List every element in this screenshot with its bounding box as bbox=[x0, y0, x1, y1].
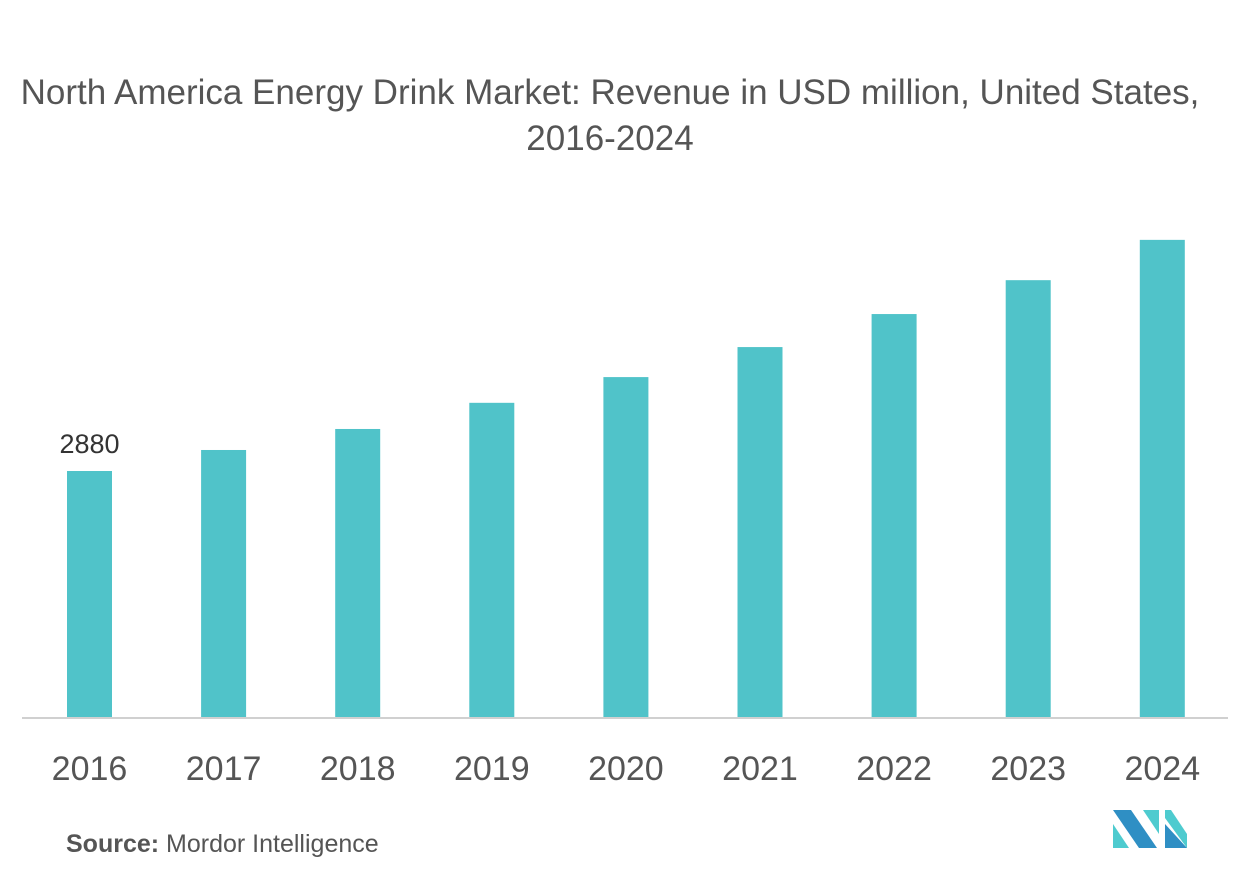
bar-2024 bbox=[1139, 239, 1185, 718]
chart-title: North America Energy Drink Market: Reven… bbox=[20, 73, 1200, 158]
source-note: Source: Mordor Intelligence bbox=[66, 830, 379, 859]
x-tick-label: 2017 bbox=[186, 750, 262, 788]
bar-2017 bbox=[201, 449, 247, 718]
bar-2016 bbox=[67, 471, 112, 718]
bar-chart: 2016 2880 2017 2018 2019 2020 2021 2022 2023 2024 bbox=[22, 239, 1228, 788]
x-tick-label: 2018 bbox=[320, 750, 396, 788]
x-tick-label: 2024 bbox=[1124, 750, 1200, 788]
x-tick-label: 2023 bbox=[990, 750, 1066, 788]
x-tick-label: 2021 bbox=[722, 750, 798, 788]
bar-2019 bbox=[469, 402, 515, 718]
bar-2018 bbox=[335, 428, 381, 718]
bar-2022 bbox=[871, 314, 917, 718]
x-tick-label: 2019 bbox=[454, 750, 530, 788]
mordor-intelligence-logo bbox=[1113, 810, 1187, 848]
bar-2021 bbox=[737, 347, 783, 718]
x-tick-label: 2016 bbox=[52, 750, 128, 788]
x-tick-label: 2022 bbox=[856, 750, 932, 788]
data-label: 2880 bbox=[59, 429, 119, 459]
source-label: Source: bbox=[66, 830, 160, 858]
x-tick-label: 2020 bbox=[588, 750, 664, 788]
bar-2020 bbox=[603, 377, 649, 718]
source-text: Mordor Intelligence bbox=[159, 830, 379, 858]
bar-2023 bbox=[1005, 280, 1051, 718]
